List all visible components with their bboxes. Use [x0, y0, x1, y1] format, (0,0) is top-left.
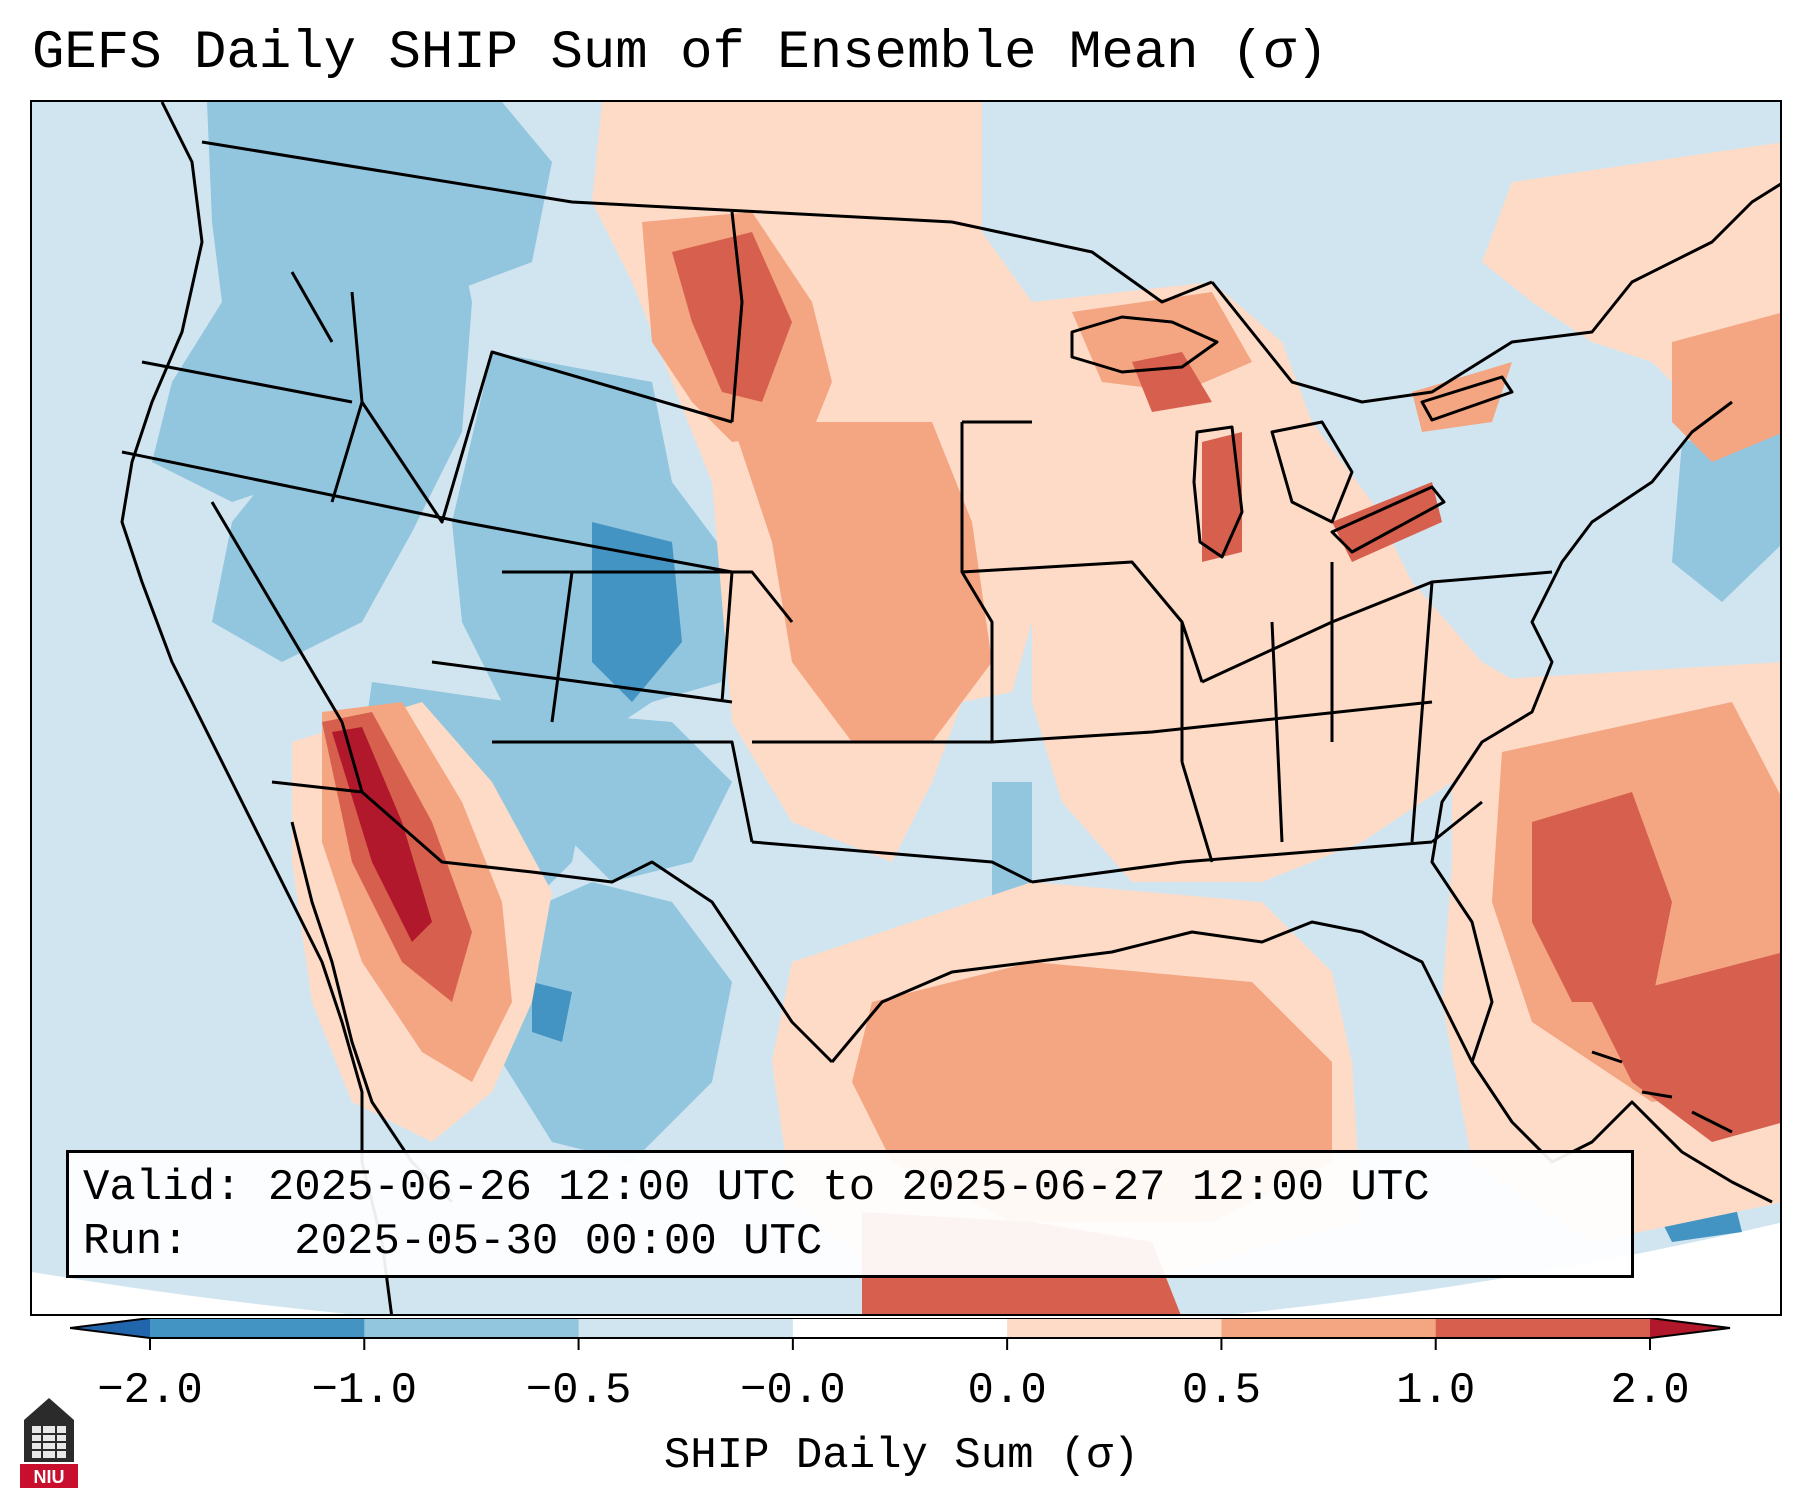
anomaly-superior-core [1132, 352, 1212, 412]
pacific-coastline [120, 102, 393, 1314]
anomaly-montana-core [672, 232, 792, 402]
colorbar-bin [1221, 1318, 1437, 1338]
colorbar-bins [150, 1318, 1651, 1338]
anomaly-lake-michigan [1202, 432, 1242, 562]
valid-row: Valid: 2025-06-26 12:00 UTC to 2025-06-2… [83, 1161, 1617, 1215]
gulf-atlantic-coastline [830, 400, 1733, 1064]
logo-bar [20, 1464, 78, 1488]
colorbar-tick-label: 2.0 [1610, 1366, 1690, 1416]
run-value: 2025-05-30 00:00 UTC [294, 1217, 823, 1267]
anomaly-colorado-core [592, 522, 682, 702]
us-canada-border [201, 140, 1213, 304]
logo-window-grid [32, 1426, 66, 1458]
niu-logo: NIU [20, 1398, 78, 1488]
anomaly-idaho-nevada [212, 202, 472, 662]
lake-huron [1270, 420, 1354, 524]
page-title: GEFS Daily SHIP Sum of Ensemble Mean (σ) [32, 23, 1329, 84]
lake-michigan [1192, 425, 1244, 559]
colorbar-tick-label: −2.0 [97, 1366, 203, 1416]
anomaly-lake-ontario [1412, 362, 1512, 432]
colorbar-tick-label: −0.5 [525, 1366, 632, 1416]
anomaly-caribbean [1592, 953, 1780, 1142]
colorbar-tick-label: −1.0 [311, 1366, 418, 1416]
colorbar-tick-label: 0.0 [967, 1366, 1047, 1416]
logo-text: NIU [34, 1467, 65, 1487]
us-mexico-border [271, 780, 834, 1064]
colorbar-tick-label: 0.5 [1181, 1366, 1262, 1416]
run-row: Run: 2025-05-30 00:00 UTC [83, 1215, 1617, 1269]
border-east [1210, 182, 1780, 404]
bahamas [1591, 1050, 1733, 1134]
colorbar-label: SHIP Daily Sum (σ) [663, 1431, 1140, 1481]
lake-ontario [1420, 375, 1514, 422]
map-panel[interactable] [30, 100, 1782, 1316]
colorbar-tick-label: −0.0 [740, 1366, 846, 1416]
anomaly-atlantic-core [1532, 792, 1672, 1002]
anomaly-central-plains [732, 422, 992, 742]
lake-superior [1070, 315, 1219, 374]
colorbar-bin [364, 1318, 580, 1338]
anomaly-new-mexico [552, 712, 732, 882]
anomaly-mexico-core [532, 982, 572, 1042]
colorbar-tick-label: 1.0 [1396, 1366, 1476, 1416]
map-canvas[interactable] [32, 102, 1782, 1316]
anomaly-atlantic-east [1672, 422, 1780, 602]
colorbar [70, 1318, 1731, 1350]
anomaly-northern-mexico [502, 882, 732, 1162]
run-label: Run: [83, 1217, 189, 1267]
colorbar-underflow-arrow [70, 1318, 150, 1338]
colorbar-bin [150, 1318, 365, 1338]
colorbar-overflow-arrow [1650, 1318, 1730, 1338]
valid-run-info-box: Valid: 2025-06-26 12:00 UTC to 2025-06-2… [66, 1150, 1634, 1278]
anomaly-california-extreme [332, 727, 432, 942]
colorbar-ticks [149, 1338, 1651, 1350]
state-borders [121, 211, 1553, 884]
anomaly-lake-erie [1332, 482, 1442, 562]
cuba-coast [1470, 1061, 1773, 1204]
colorbar-bin [1435, 1318, 1651, 1338]
valid-value: 2025-06-26 12:00 UTC to 2025-06-27 12:00… [267, 1163, 1430, 1213]
colorbar-bin [1007, 1318, 1222, 1338]
colorbar-bin [578, 1318, 794, 1338]
anomaly-maine [1672, 313, 1780, 462]
valid-label: Valid: [83, 1163, 242, 1213]
colorbar-bin [792, 1318, 1008, 1338]
political-boundaries [120, 102, 1780, 1314]
lake-erie [1330, 485, 1446, 554]
